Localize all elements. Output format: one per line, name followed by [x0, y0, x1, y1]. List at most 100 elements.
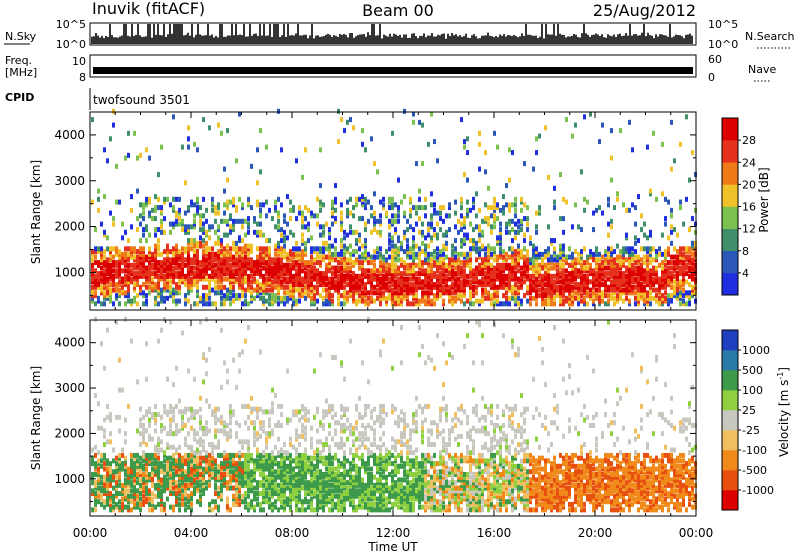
power-cell — [283, 235, 286, 241]
power-cell — [487, 293, 490, 299]
power-cell — [601, 122, 604, 128]
power-cell — [199, 243, 202, 249]
power-cell — [688, 177, 691, 183]
power-cell — [217, 273, 220, 279]
power-cell — [505, 301, 508, 307]
power-cell — [616, 257, 619, 263]
velocity-cell — [178, 469, 181, 475]
power-cell — [628, 298, 631, 304]
power-cell — [649, 279, 652, 285]
power-cell — [370, 260, 373, 266]
power-cell — [157, 260, 160, 266]
power-cell — [499, 251, 502, 257]
power-cell — [268, 287, 271, 293]
power-cell — [382, 205, 385, 211]
power-cell — [568, 282, 571, 288]
velocity-cell — [139, 431, 142, 437]
power-cell — [400, 287, 403, 293]
velocity-cell — [196, 450, 199, 456]
velocity-cell — [238, 501, 241, 507]
power-cell — [100, 290, 103, 296]
power-cell — [295, 262, 298, 268]
velocity-cell — [133, 474, 136, 480]
power-cell — [367, 301, 370, 307]
power-cell — [322, 276, 325, 282]
power-cell — [415, 282, 418, 288]
power-cell — [334, 238, 337, 244]
velocity-cell — [184, 452, 187, 458]
power-cell — [373, 221, 376, 227]
power-cell — [301, 218, 304, 224]
power-cell — [565, 117, 568, 123]
power-cell — [295, 301, 298, 307]
power-cell — [280, 227, 283, 233]
power-cell — [475, 290, 478, 296]
power-cell — [430, 301, 433, 307]
power-cell — [514, 202, 517, 208]
power-cell — [676, 260, 679, 266]
power-cell — [223, 202, 226, 208]
power-cell — [499, 262, 502, 268]
velocity-cell — [124, 504, 127, 510]
power-cell — [307, 284, 310, 290]
power-cell — [445, 273, 448, 279]
power-cell — [490, 293, 493, 299]
power-cell — [157, 262, 160, 268]
velocity-cell — [184, 442, 187, 448]
power-cell — [424, 257, 427, 263]
velocity-cell — [226, 455, 229, 461]
velocity-cell — [232, 461, 235, 467]
velocity-cell — [112, 477, 115, 483]
power-cell — [334, 268, 337, 274]
power-cell — [595, 249, 598, 255]
power-cell — [340, 284, 343, 290]
power-cell — [574, 284, 577, 290]
velocity-cell — [163, 480, 166, 486]
power-cell — [622, 276, 625, 282]
power-cell — [202, 117, 205, 123]
power-cell — [412, 119, 415, 125]
velocity-cell — [130, 471, 133, 477]
velocity-cell — [157, 466, 160, 472]
power-cell — [124, 282, 127, 288]
power-cell — [529, 273, 532, 279]
power-cell — [316, 251, 319, 257]
power-cell — [178, 251, 181, 257]
power-cell — [283, 243, 286, 249]
power-cell — [523, 293, 526, 299]
power-cell — [403, 295, 406, 301]
velocity-cell — [178, 466, 181, 472]
velocity-cell — [112, 507, 115, 513]
power-cell — [514, 273, 517, 279]
velocity-cell — [109, 507, 112, 513]
velocity-cell — [211, 442, 214, 448]
power-cell — [274, 284, 277, 290]
power-cell — [262, 254, 265, 260]
velocity-cell — [190, 452, 193, 458]
power-cell — [337, 290, 340, 296]
velocity-cell — [106, 474, 109, 480]
power-cell — [160, 251, 163, 257]
power-cell — [406, 254, 409, 260]
power-cell — [187, 287, 190, 293]
power-cell — [196, 254, 199, 260]
velocity-cell — [178, 485, 181, 491]
power-cell — [646, 265, 649, 271]
power-cell — [598, 295, 601, 301]
power-cell — [532, 279, 535, 285]
velocity-cell — [133, 469, 136, 475]
power-cell — [619, 282, 622, 288]
power-cell — [391, 271, 394, 277]
power-cell — [151, 251, 154, 257]
power-cell — [106, 290, 109, 296]
velocity-cell — [94, 452, 97, 458]
power-cell — [94, 293, 97, 299]
power-cell — [274, 271, 277, 277]
power-cell — [127, 284, 130, 290]
power-cell — [409, 287, 412, 293]
power-cell — [562, 243, 565, 249]
velocity-cell — [169, 455, 172, 461]
power-cell — [571, 260, 574, 266]
power-cell — [544, 249, 547, 255]
power-cell — [313, 257, 316, 263]
